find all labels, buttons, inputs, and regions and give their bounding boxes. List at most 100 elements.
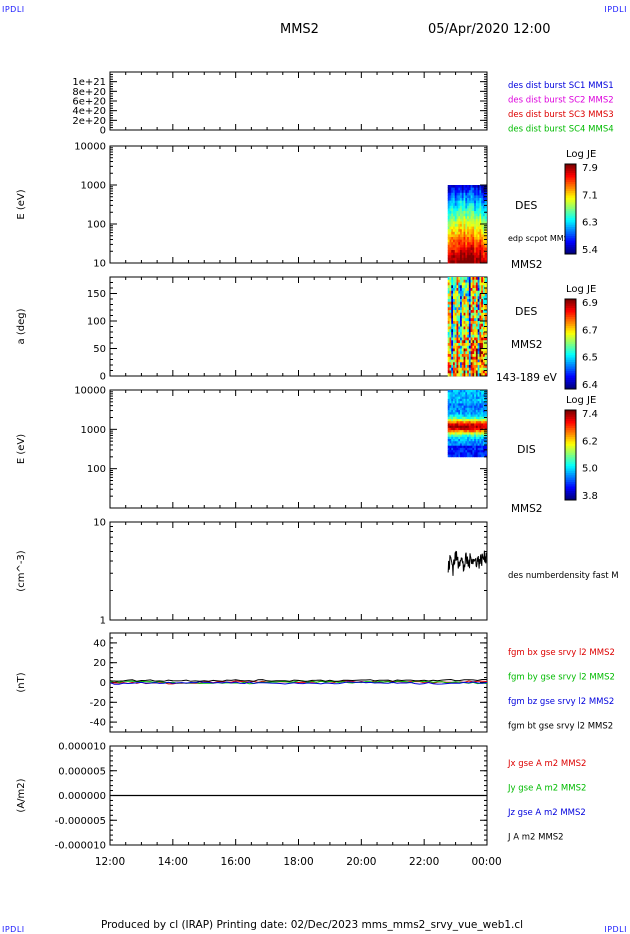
heatmap-cell: [468, 244, 472, 248]
y-axis-label: (nT): [16, 672, 27, 692]
heatmap-cell: [449, 279, 452, 283]
heatmap-cell: [475, 318, 479, 322]
panel-frame: [109, 389, 488, 509]
heatmap-cell: [472, 367, 475, 371]
heatmap-cell: [454, 190, 457, 194]
heatmap-cell: [458, 441, 461, 444]
heatmap-cell: [460, 237, 463, 240]
y-tick-label: 40: [93, 638, 106, 649]
y-tick-label: 2e+20: [72, 116, 106, 127]
heatmap-cell: [467, 394, 470, 398]
heatmap-cell: [477, 208, 480, 212]
heatmap-cell: [456, 282, 459, 286]
heatmap-cell: [451, 430, 454, 433]
heatmap-cell: [484, 407, 487, 411]
heatmap-cell: [458, 312, 461, 316]
y-tick-label: -40: [90, 718, 106, 729]
heatmap-cell: [447, 218, 450, 222]
heatmap-cell: [456, 288, 459, 292]
heatmap-cell: [479, 356, 482, 360]
heatmap-cell: [461, 239, 464, 243]
heatmap-cell: [474, 282, 477, 286]
colorbar-swatch: [565, 468, 576, 472]
heatmap-cell: [472, 226, 475, 230]
heatmap-cell: [460, 218, 463, 222]
heatmap-cell: [477, 445, 480, 449]
heatmap-cell: [468, 255, 472, 259]
heatmap-cell: [467, 362, 470, 366]
heatmap-cell: [456, 293, 459, 297]
heatmap-cell: [477, 216, 480, 220]
instrument-label: DES: [515, 199, 537, 212]
heatmap-cell: [477, 312, 480, 316]
heatmap-cell: [467, 396, 470, 400]
heatmap-cell: [465, 205, 468, 209]
heatmap-cell: [481, 447, 484, 451]
heatmap-cell: [484, 348, 487, 352]
heatmap-cell: [468, 321, 472, 325]
heatmap-cell: [474, 345, 477, 349]
heatmap-cell: [447, 445, 450, 449]
heatmap-cell: [458, 190, 461, 194]
heatmap-cell: [468, 213, 472, 217]
heatmap-cell: [451, 200, 454, 204]
heatmap-cell: [472, 412, 475, 415]
heatmap-cell: [479, 304, 482, 308]
heatmap-cell: [458, 285, 461, 289]
heatmap-cell: [460, 354, 463, 358]
heatmap-cells: [447, 185, 487, 264]
x-tick-label: 20:00: [346, 856, 376, 868]
heatmap-cell: [465, 343, 468, 347]
heatmap-cell: [467, 203, 470, 207]
heatmap-cell: [456, 307, 459, 311]
colorbar-swatch: [565, 470, 576, 474]
heatmap-cell: [465, 390, 468, 393]
colorbar-swatch: [565, 213, 576, 217]
heatmap-cell: [468, 187, 472, 191]
heatmap-cell: [470, 301, 473, 305]
heatmap-cell: [456, 421, 459, 424]
heatmap-cell: [447, 405, 450, 409]
heatmap-cell: [453, 312, 456, 316]
heatmap-cell: [453, 430, 456, 433]
heatmap-cell: [454, 405, 457, 409]
heatmap-cell: [479, 367, 482, 371]
heatmap-cell: [470, 345, 473, 349]
heatmap-cell: [467, 304, 470, 308]
corner-mark-bottom-right: IPDLI: [604, 925, 627, 934]
heatmap-cell: [482, 221, 486, 225]
heatmap-cell: [454, 354, 457, 358]
heatmap-cell: [470, 260, 473, 264]
heatmap-cell: [458, 354, 461, 358]
heatmap-cell: [456, 326, 459, 330]
heatmap-cell: [468, 436, 472, 440]
heatmap-cell: [481, 288, 484, 292]
heatmap-cell: [460, 351, 463, 355]
heatmap-cell: [479, 445, 482, 449]
colorbar-swatch: [565, 344, 576, 347]
heatmap-cell: [465, 255, 468, 259]
heatmap-cell: [461, 231, 464, 235]
heatmap-cell: [470, 200, 473, 204]
heatmap-cell: [463, 234, 466, 238]
heatmap-cell: [447, 216, 450, 220]
heatmap-cell: [451, 304, 454, 308]
heatmap-cell: [479, 414, 482, 418]
colorbar-swatch: [565, 245, 576, 248]
heatmap-cell: [465, 296, 468, 300]
heatmap-cell: [451, 310, 454, 314]
heatmap-cell: [458, 229, 461, 233]
heatmap-cell: [463, 211, 466, 214]
heatmap-cell: [449, 260, 452, 264]
heatmap-cell: [453, 445, 456, 449]
heatmap-cell: [477, 427, 480, 431]
heatmap-cell: [451, 405, 454, 409]
heatmap-cell: [460, 452, 463, 455]
heatmap-cell: [467, 293, 470, 297]
heatmap-cell: [479, 332, 482, 336]
heatmap-cell: [451, 348, 454, 352]
heatmap-cell: [447, 255, 450, 259]
heatmap-cell: [481, 443, 484, 447]
heatmap-cell: [482, 213, 486, 217]
heatmap-cell: [458, 250, 461, 253]
